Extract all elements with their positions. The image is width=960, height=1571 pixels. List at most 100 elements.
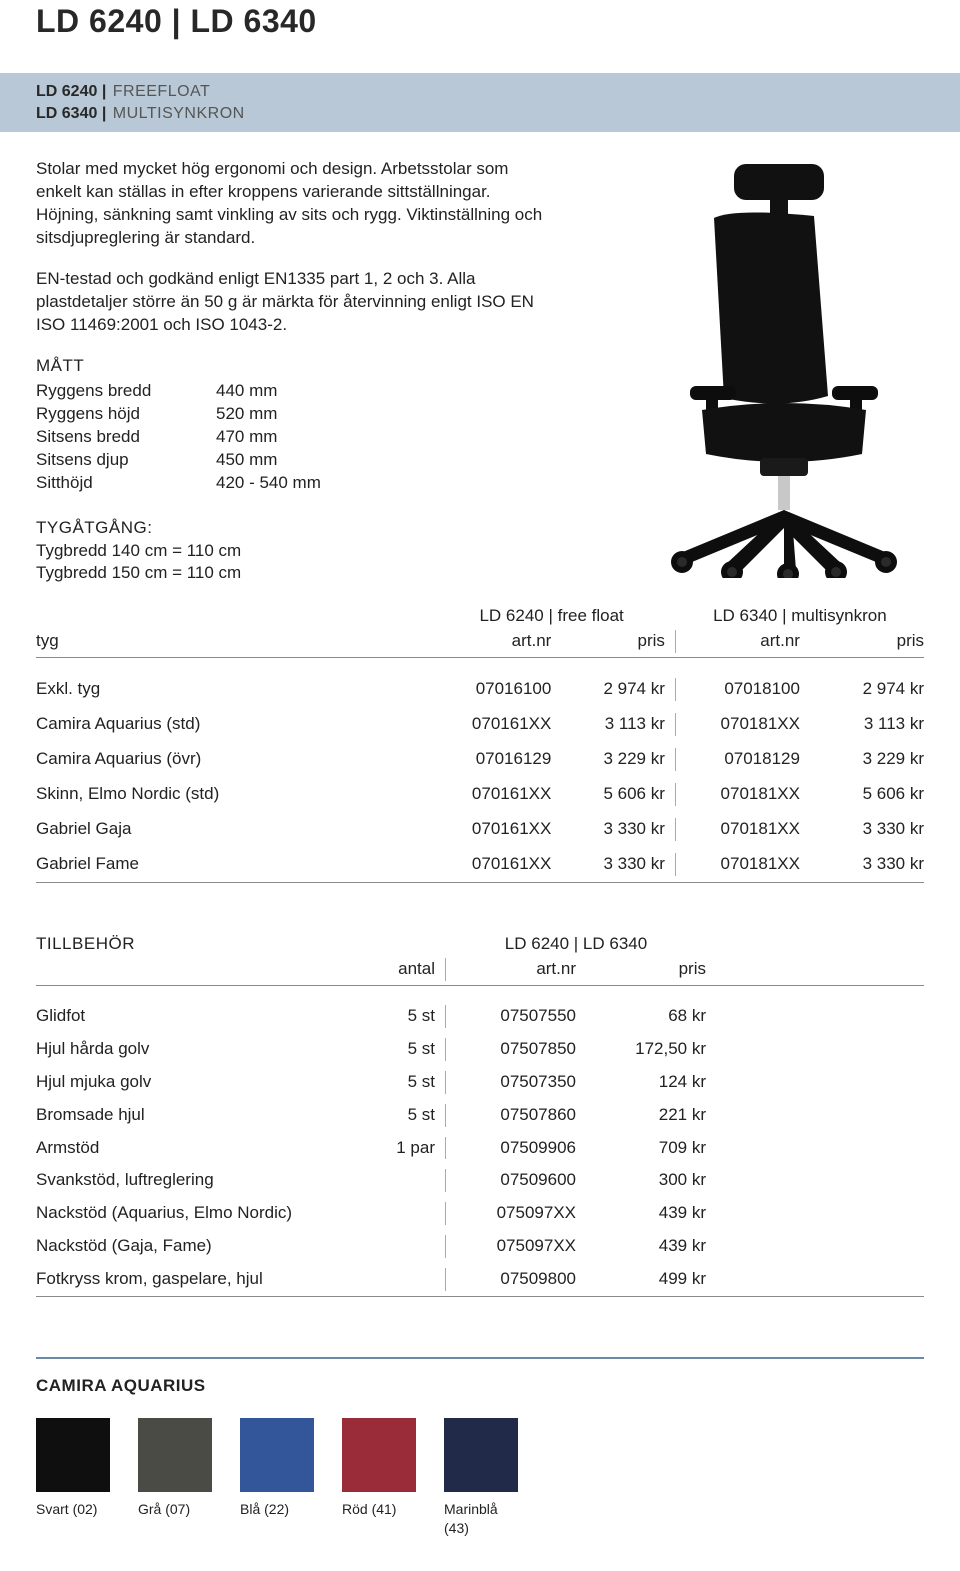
- accessory-qty: [316, 1235, 446, 1258]
- price-row-price1: 3 330 kr: [551, 853, 676, 876]
- price-row: Camira Aquarius (std)070161XX3 113 kr070…: [36, 707, 924, 742]
- swatch-row: Svart (02)Grå (07)Blå (22)Röd (41)Marinb…: [36, 1418, 924, 1538]
- fabric-usage-line: Tygbredd 140 cm = 110 cm: [36, 540, 554, 563]
- price-row-artnr2: 07018100: [676, 678, 800, 701]
- accessory-price: 300 kr: [576, 1169, 706, 1192]
- price-table-groups: LD 6240 | free float LD 6340 | multisynk…: [36, 605, 924, 628]
- accessories-header-row: antal art.nr pris: [36, 958, 924, 986]
- price-row-artnr1: 070161XX: [427, 783, 551, 806]
- price-row: Skinn, Elmo Nordic (std)070161XX5 606 kr…: [36, 777, 924, 812]
- swatch-color-box: [342, 1418, 416, 1492]
- measurement-row: Ryggens bredd440 mm: [36, 380, 554, 403]
- color-swatch: Marinblå (43): [444, 1418, 524, 1538]
- price-table-body: Exkl. tyg070161002 974 kr070181002 974 k…: [36, 672, 924, 883]
- accessory-price: 439 kr: [576, 1202, 706, 1225]
- measurement-value: 470 mm: [216, 426, 336, 449]
- measurement-label: Sitsens bredd: [36, 426, 216, 449]
- accessory-qty: 1 par: [316, 1137, 446, 1160]
- accessory-qty: [316, 1202, 446, 1225]
- price-row-price2: 5 606 kr: [800, 783, 924, 806]
- price-row-price1: 5 606 kr: [551, 783, 676, 806]
- accessories-header-groups: TILLBEHÖR LD 6240 | LD 6340: [36, 933, 924, 956]
- accessories-table-body: Glidfot5 st0750755068 krHjul hårda golv5…: [36, 1000, 924, 1297]
- accessory-artnr: 07507350: [446, 1071, 576, 1094]
- price-row-artnr2: 070181XX: [676, 783, 800, 806]
- accessory-qty: 5 st: [316, 1005, 446, 1028]
- price-header-artnr: art.nr: [676, 630, 800, 653]
- accessory-name: Hjul mjuka golv: [36, 1071, 316, 1094]
- price-row-price2: 3 113 kr: [800, 713, 924, 736]
- measurement-value: 420 - 540 mm: [216, 472, 336, 495]
- measurement-value: 450 mm: [216, 449, 336, 472]
- price-row-price1: 2 974 kr: [551, 678, 676, 701]
- swatch-label: Marinblå (43): [444, 1500, 524, 1538]
- measurement-value: 520 mm: [216, 403, 336, 426]
- accessory-artnr: 07507860: [446, 1104, 576, 1127]
- measurements-table: Ryggens bredd440 mmRyggens höjd520 mmSit…: [36, 380, 554, 495]
- swatch-label: Blå (22): [240, 1500, 320, 1519]
- accessory-price: 709 kr: [576, 1137, 706, 1160]
- price-row: Gabriel Gaja070161XX3 330 kr070181XX3 33…: [36, 812, 924, 847]
- description-paragraph: Stolar med mycket hög ergonomi och desig…: [36, 158, 554, 250]
- accessory-row: Svankstöd, luftreglering07509600300 kr: [36, 1164, 924, 1197]
- measurement-label: Sitthöjd: [36, 472, 216, 495]
- price-header-tyg: tyg: [36, 630, 427, 653]
- measurement-label: Ryggens höjd: [36, 403, 216, 426]
- accessory-name: Svankstöd, luftreglering: [36, 1169, 316, 1192]
- accessory-name: Bromsade hjul: [36, 1104, 316, 1127]
- price-row-artnr1: 070161XX: [427, 713, 551, 736]
- swatch-label: Röd (41): [342, 1500, 422, 1519]
- accessory-name: Fotkryss krom, gaspelare, hjul: [36, 1268, 316, 1291]
- swatch-section-title: CAMIRA AQUARIUS: [36, 1357, 924, 1398]
- measurement-row: Sitsens bredd470 mm: [36, 426, 554, 449]
- accessory-name: Nackstöd (Aquarius, Elmo Nordic): [36, 1202, 316, 1225]
- accessory-artnr: 075097XX: [446, 1202, 576, 1225]
- accessory-row: Nackstöd (Gaja, Fame)075097XX439 kr: [36, 1230, 924, 1263]
- price-group-2-title: LD 6340 | multisynkron: [713, 606, 887, 625]
- subtitle-band: LD 6240 | FREEFLOAT LD 6340 | MULTISYNKR…: [0, 73, 960, 132]
- color-swatch: Röd (41): [342, 1418, 422, 1538]
- swatch-color-box: [36, 1418, 110, 1492]
- price-row-name: Gabriel Gaja: [36, 818, 427, 841]
- price-row-artnr1: 070161XX: [427, 853, 551, 876]
- description-paragraph: EN-testad och godkänd enligt EN1335 part…: [36, 268, 554, 337]
- accessory-artnr: 07507550: [446, 1005, 576, 1028]
- price-row-price1: 3 113 kr: [551, 713, 676, 736]
- swatch-label: Grå (07): [138, 1500, 218, 1519]
- accessory-row: Fotkryss krom, gaspelare, hjul0750980049…: [36, 1263, 924, 1296]
- accessory-name: Glidfot: [36, 1005, 316, 1028]
- accessory-price: 124 kr: [576, 1071, 706, 1094]
- price-row-artnr1: 07016129: [427, 748, 551, 771]
- price-row-artnr2: 07018129: [676, 748, 800, 771]
- price-table-header: tyg art.nr pris art.nr pris: [36, 630, 924, 658]
- swatch-color-box: [138, 1418, 212, 1492]
- subtitle-variant: MULTISYNKRON: [113, 105, 245, 122]
- accessories-header-pris: pris: [576, 958, 706, 981]
- price-row-name: Exkl. tyg: [36, 678, 427, 701]
- price-row-artnr2: 070181XX: [676, 818, 800, 841]
- accessory-artnr: 075097XX: [446, 1235, 576, 1258]
- price-row-name: Gabriel Fame: [36, 853, 427, 876]
- price-header-pris: pris: [551, 630, 676, 653]
- measurements-heading: MÅTT: [36, 355, 554, 378]
- price-row-artnr1: 070161XX: [427, 818, 551, 841]
- accessory-artnr: 07509906: [446, 1137, 576, 1160]
- accessory-row: Hjul mjuka golv5 st07507350124 kr: [36, 1066, 924, 1099]
- accessory-qty: 5 st: [316, 1071, 446, 1094]
- accessory-qty: [316, 1169, 446, 1192]
- accessory-price: 221 kr: [576, 1104, 706, 1127]
- accessory-row: Hjul hårda golv5 st07507850172,50 kr: [36, 1033, 924, 1066]
- price-row-artnr2: 070181XX: [676, 713, 800, 736]
- accessory-price: 172,50 kr: [576, 1038, 706, 1061]
- swatch-color-box: [444, 1418, 518, 1492]
- price-row-price2: 3 330 kr: [800, 853, 924, 876]
- accessory-row: Bromsade hjul5 st07507860221 kr: [36, 1099, 924, 1132]
- accessory-qty: 5 st: [316, 1038, 446, 1061]
- subtitle-line-1: LD 6240 | FREEFLOAT: [36, 81, 924, 103]
- price-row-price2: 3 229 kr: [800, 748, 924, 771]
- price-row-name: Camira Aquarius (std): [36, 713, 427, 736]
- price-row-price1: 3 330 kr: [551, 818, 676, 841]
- price-row-artnr1: 07016100: [427, 678, 551, 701]
- measurement-value: 440 mm: [216, 380, 336, 403]
- price-row-name: Skinn, Elmo Nordic (std): [36, 783, 427, 806]
